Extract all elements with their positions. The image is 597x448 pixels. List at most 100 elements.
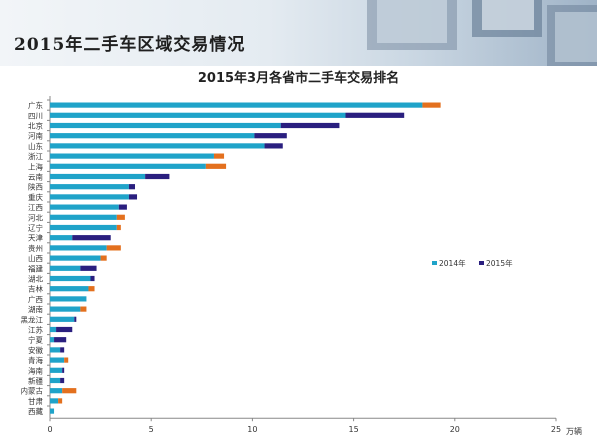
x-tick-label: 5 [149, 425, 154, 434]
bar-series-1 [254, 133, 287, 139]
bar-series-1 [60, 347, 65, 353]
bar-segment-2 [213, 153, 225, 159]
decorative-cubes [367, 0, 597, 66]
x-tick-label: 10 [247, 425, 257, 434]
unit-label: 万辆 [566, 426, 582, 436]
bar-series-0 [50, 245, 107, 251]
bar-series-0 [50, 388, 63, 394]
bar-series-0 [50, 275, 91, 282]
bar-series-1 [80, 265, 97, 271]
bar-segment-2 [106, 245, 121, 251]
y-tick-label: 北京 [28, 121, 43, 131]
y-tick-label: 西藏 [28, 406, 43, 416]
y-tick-label: 宁夏 [28, 335, 43, 345]
chart-title: 2015年3月各省市二手车交易排名 [197, 71, 400, 86]
bar-series-0 [50, 153, 214, 159]
y-tick-label: 福建 [28, 263, 43, 273]
bar-series-0 [50, 163, 206, 169]
bar-series-0 [50, 398, 59, 404]
y-tick-label: 山西 [28, 253, 43, 263]
legend-swatch [432, 261, 437, 265]
y-tick-label: 上海 [28, 161, 43, 171]
x-tick-label: 25 [551, 425, 561, 434]
bar-series-0 [50, 326, 57, 333]
bar-series-1 [128, 194, 138, 200]
bar-series-1 [264, 143, 283, 149]
bar-series-0 [50, 316, 75, 322]
y-tick-label: 四川 [28, 111, 43, 120]
bar-series-1 [90, 275, 95, 282]
y-tick-label: 海南 [28, 365, 43, 375]
y-tick-label: 重庆 [28, 192, 43, 202]
bar-series-1 [128, 184, 136, 190]
y-tick-label: 黑龙江 [21, 314, 44, 324]
bar-series-0 [50, 347, 61, 353]
y-tick-label: 江苏 [28, 325, 43, 335]
y-tick-label: 贵州 [28, 243, 43, 253]
bar-series-1 [62, 367, 65, 373]
y-tick-label: 内蒙古 [21, 386, 44, 396]
y-tick-label: 浙江 [28, 151, 43, 161]
bar-series-0 [50, 184, 129, 190]
bar-series-0 [50, 337, 55, 343]
bar-series-0 [50, 194, 129, 200]
bar-series-1 [54, 337, 67, 343]
legend-label: 2014年 [439, 258, 466, 268]
legend-swatch [479, 261, 484, 265]
bar-series-0 [50, 367, 63, 373]
y-tick-label: 青海 [28, 355, 43, 365]
bar-chart: 广东四川北京河南山东浙江上海云南陕西重庆江西河北辽宁天津贵州山西福建湖北吉林广西… [21, 96, 582, 436]
bar-series-1 [60, 377, 65, 384]
bar-segment-2 [80, 306, 87, 312]
y-tick-label: 河北 [28, 213, 43, 222]
bar-series-0 [50, 204, 119, 210]
y-tick-label: 广西 [28, 294, 43, 304]
legend-label: 2015年 [486, 258, 513, 268]
bar-segment-2 [100, 255, 107, 261]
y-tick-label: 江西 [28, 203, 43, 212]
bar-segment-2 [116, 214, 125, 220]
y-tick-label: 甘肃 [28, 396, 43, 406]
bar-series-1 [280, 122, 340, 129]
bar-series-0 [50, 173, 146, 180]
bar-series-0 [50, 306, 81, 312]
bar-series-1 [72, 235, 111, 241]
bar-segment-2 [422, 102, 441, 108]
bar-segment-2 [58, 398, 63, 404]
y-tick-label: 湖北 [28, 275, 43, 284]
bar-series-0 [50, 214, 117, 220]
bar-series-0 [50, 133, 255, 139]
bar-segment-2 [116, 224, 121, 231]
page-title: 2015年二手车区域交易情况 [14, 35, 246, 55]
bar-series-0 [50, 224, 117, 231]
bar-segment-2 [88, 286, 95, 292]
bar-series-0 [50, 265, 81, 271]
bar-series-0 [50, 357, 65, 363]
bar-series-0 [50, 286, 89, 292]
bar-segment-2 [62, 388, 77, 394]
bar-series-0 [50, 408, 55, 414]
y-tick-label: 湖南 [28, 304, 43, 314]
bar-series-1 [118, 204, 127, 210]
x-tick-label: 15 [349, 425, 359, 434]
bar-series-1 [56, 326, 73, 333]
bar-series-0 [50, 102, 423, 108]
bar-series-1 [145, 173, 170, 180]
bar-series-0 [50, 296, 87, 302]
bar-series-1 [345, 112, 405, 118]
y-tick-label: 安徽 [28, 345, 43, 355]
y-tick-label: 山东 [28, 141, 43, 151]
y-tick-label: 云南 [28, 172, 43, 182]
bar-series-0 [50, 377, 61, 384]
bar-series-0 [50, 235, 73, 241]
y-tick-label: 天津 [28, 234, 43, 243]
bar-series-0 [50, 255, 101, 261]
bar-series-0 [50, 122, 281, 129]
header-banner: 2015年二手车区域交易情况 [0, 0, 597, 66]
x-tick-label: 20 [450, 425, 460, 434]
y-tick-label: 辽宁 [28, 223, 43, 233]
x-tick-label: 0 [47, 425, 52, 434]
y-tick-label: 河南 [28, 131, 43, 141]
bar-series-1 [74, 316, 77, 322]
y-tick-label: 吉林 [28, 284, 43, 294]
